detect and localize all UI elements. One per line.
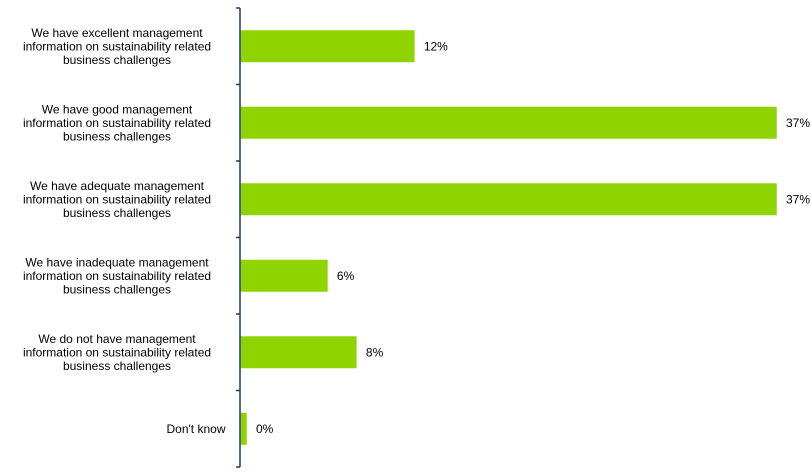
data-label: 6% [337, 269, 355, 283]
category-label: We have inadequate management information… [23, 255, 211, 296]
category-label-line: business challenges [63, 282, 171, 296]
category-label-line: We have good management [42, 102, 193, 116]
category-label-line: Don't know [167, 422, 226, 436]
category-label-line: information on sustainability related [23, 192, 211, 206]
data-label: 8% [366, 345, 384, 359]
category-label-line: information on sustainability related [23, 116, 211, 130]
data-label: 37% [786, 192, 810, 206]
category-labels: We have excellent management information … [23, 26, 226, 436]
category-label: We have excellent management information … [23, 26, 211, 67]
bar [240, 30, 415, 63]
category-label-line: business challenges [63, 53, 171, 67]
category-label-line: We have excellent management [31, 26, 203, 40]
category-label: We do not have management information on … [23, 332, 211, 373]
data-label: 12% [424, 39, 448, 53]
category-label-line: business challenges [63, 359, 171, 373]
category-label-line: information on sustainability related [23, 39, 211, 53]
bar [240, 336, 357, 369]
category-label: We have good management information on su… [23, 102, 211, 143]
bar [240, 183, 777, 216]
category-label-line: business challenges [63, 206, 171, 220]
category-label-line: We have adequate management [30, 179, 205, 193]
data-label: 37% [786, 116, 810, 130]
data-label: 0% [256, 422, 274, 436]
bar [240, 106, 777, 139]
category-label-line: We have inadequate management [25, 255, 209, 269]
value-labels: 12% 37% 37% 6% 8% 0% [256, 39, 810, 436]
category-label-line: We do not have management [38, 332, 196, 346]
category-label-line: information on sustainability related [23, 345, 211, 359]
category-label-line: business challenges [63, 129, 171, 143]
bars-group [240, 30, 777, 445]
bar [240, 259, 328, 292]
category-label: We have adequate management information o… [23, 179, 211, 220]
category-axis [236, 7, 241, 468]
category-label: Don't know [167, 422, 226, 436]
category-label-line: information on sustainability related [23, 269, 211, 283]
bar [240, 412, 247, 445]
